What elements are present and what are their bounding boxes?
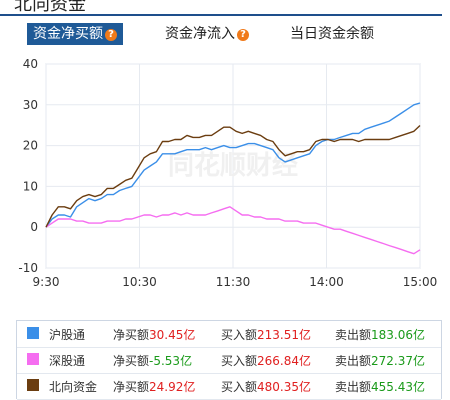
net-value: 30.45亿 (149, 328, 195, 342)
y-tick-label: 0 (30, 220, 38, 234)
net-label: 净买额 (113, 328, 149, 342)
y-tick-label: -10 (18, 261, 38, 275)
legend-name: 深股通 (49, 352, 85, 369)
y-tick-label: 40 (23, 57, 38, 71)
x-tick-label: 10:30 (122, 275, 157, 289)
tab-net-inflow[interactable]: 资金净流入? (165, 23, 249, 45)
net-buy-chart: -10 0 10 20 30 40 9:30 10:30 11:30 14:00 15:00 同花顺财… (0, 50, 450, 300)
buy-cell: 买入额480.35亿 (221, 378, 311, 395)
y-tick-label: 20 (23, 139, 38, 153)
buy-label: 买入额 (221, 380, 257, 394)
legend-name: 北向资金 (49, 378, 97, 395)
sell-value: 272.37亿 (371, 354, 425, 368)
sell-value: 455.43亿 (371, 380, 425, 394)
legend-row-hgt: 沪股通 净买额30.45亿 买入额213.51亿 卖出额183.06亿 (17, 321, 441, 348)
net-label: 净买额 (113, 380, 149, 394)
net-cell: 净买额30.45亿 (113, 326, 195, 343)
y-tick-label: 10 (23, 179, 38, 193)
tab-daily-balance-label: 当日资金余额 (290, 26, 374, 42)
tab-net-inflow-label: 资金净流入 (165, 26, 235, 42)
x-tick-label: 9:30 (33, 275, 60, 289)
tab-daily-balance[interactable]: 当日资金余额 (290, 23, 374, 45)
buy-value: 213.51亿 (257, 328, 311, 342)
page-header: 北向资金 (0, 0, 450, 17)
net-cell: 净买额-5.53亿 (113, 352, 192, 369)
sell-cell: 卖出额272.37亿 (335, 352, 425, 369)
help-icon[interactable]: ? (105, 29, 117, 41)
sell-label: 卖出额 (335, 328, 371, 342)
sell-cell: 卖出额455.43亿 (335, 378, 425, 395)
net-label: 净买额 (113, 354, 149, 368)
sell-value: 183.06亿 (371, 328, 425, 342)
x-tick-label: 11:30 (216, 275, 251, 289)
buy-value: 266.84亿 (257, 354, 311, 368)
buy-cell: 买入额213.51亿 (221, 326, 311, 343)
watermark: 同花顺财经 (168, 150, 298, 181)
north-swatch (27, 379, 39, 391)
tab-net-buy[interactable]: 资金净买额? (27, 23, 123, 45)
buy-label: 买入额 (221, 328, 257, 342)
x-tick-label: 14:00 (309, 275, 344, 289)
x-tick-label: 15:00 (403, 275, 438, 289)
sgt-swatch (27, 353, 39, 365)
legend-table: 沪股通 净买额30.45亿 买入额213.51亿 卖出额183.06亿 深股通 … (16, 320, 442, 399)
legend-name: 沪股通 (49, 326, 85, 343)
tab-net-buy-label: 资金净买额 (33, 26, 103, 42)
sell-label: 卖出额 (335, 354, 371, 368)
sell-cell: 卖出额183.06亿 (335, 326, 425, 343)
help-icon[interactable]: ? (237, 29, 249, 41)
buy-label: 买入额 (221, 354, 257, 368)
chart-svg: -10 0 10 20 30 40 9:30 10:30 11:30 14:00 15:00 同花顺财… (0, 50, 450, 300)
sell-label: 卖出额 (335, 380, 371, 394)
hgt-swatch (27, 327, 39, 339)
y-tick-label: 30 (23, 98, 38, 112)
legend-row-sgt: 深股通 净买额-5.53亿 买入额266.84亿 卖出额272.37亿 (17, 347, 441, 374)
buy-value: 480.35亿 (257, 380, 311, 394)
buy-cell: 买入额266.84亿 (221, 352, 311, 369)
net-cell: 净买额24.92亿 (113, 378, 195, 395)
legend-row-north: 北向资金 净买额24.92亿 买入额480.35亿 卖出额455.43亿 (17, 373, 441, 400)
net-value: -5.53亿 (149, 354, 192, 368)
header-divider (0, 14, 442, 16)
net-value: 24.92亿 (149, 380, 195, 394)
